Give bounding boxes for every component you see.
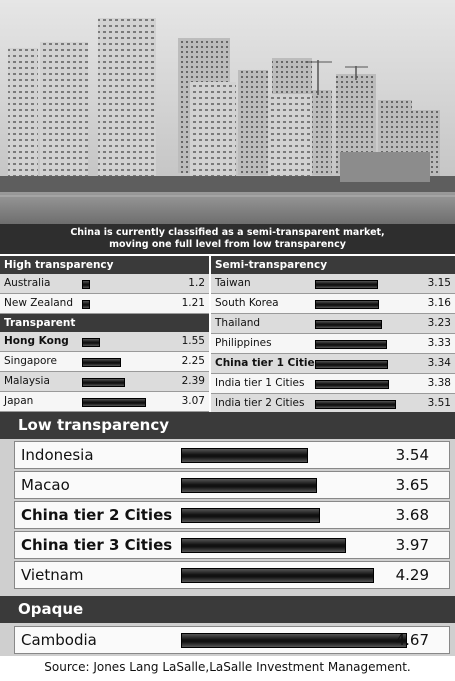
bar-value: 3.38 xyxy=(427,377,451,389)
bar-label: China tier 3 Cities xyxy=(21,536,173,554)
bar xyxy=(315,320,383,329)
bar xyxy=(315,300,379,309)
bar-label: Hong Kong xyxy=(4,335,69,347)
bar-row: India tier 1 Cities 3.38 xyxy=(211,374,455,394)
bar xyxy=(181,508,320,523)
bar-row: Indonesia 3.54 xyxy=(14,441,450,469)
bar xyxy=(315,400,396,409)
bar-row: Taiwan 3.15 xyxy=(211,274,455,294)
bar-value: 3.23 xyxy=(427,317,451,329)
section-header-semi-transparency: Semi-transparency xyxy=(211,256,455,274)
bar-row: Thailand 3.23 xyxy=(211,314,455,334)
section-header-transparent: Transparent xyxy=(0,314,209,332)
bar-value: 4.29 xyxy=(395,566,429,584)
bar-label: South Korea xyxy=(215,297,279,309)
bar-label: New Zealand xyxy=(4,297,73,309)
section-header-opaque: Opaque xyxy=(0,596,455,623)
bar-row: Vietnam 4.29 xyxy=(14,561,450,589)
bar-label: Australia xyxy=(4,277,51,289)
bar xyxy=(181,478,318,493)
bar-label: India tier 1 Cities xyxy=(215,377,305,389)
source-note: Source: Jones Lang LaSalle,LaSalle Inves… xyxy=(44,660,411,674)
bar-row: Australia 1.2 xyxy=(0,274,209,294)
bar-label: Vietnam xyxy=(21,566,84,584)
bar-value: 3.16 xyxy=(427,297,451,309)
city-skyline-photo xyxy=(0,0,455,224)
bar-value: 3.54 xyxy=(395,446,429,464)
bar-label: Cambodia xyxy=(21,631,97,649)
bar-label: Macao xyxy=(21,476,70,494)
bar xyxy=(181,568,374,583)
bar xyxy=(82,300,90,309)
bar-row: China tier 2 Cities 3.68 xyxy=(14,501,450,529)
bar-row: Japan 3.07 xyxy=(0,392,209,412)
bar-row: Cambodia 4.67 xyxy=(14,626,450,654)
bar-row: India tier 2 Cities 3.51 xyxy=(211,394,455,414)
bar-row: South Korea 3.16 xyxy=(211,294,455,314)
bar-label: Malaysia xyxy=(4,375,50,387)
bar-row: Philippines 3.33 xyxy=(211,334,455,354)
bar-row: China tier 1 Cities 3.34 xyxy=(211,354,455,374)
bar-value: 4.67 xyxy=(395,631,429,649)
caption-line-2: moving one full level from low transpare… xyxy=(109,239,346,250)
bar-label: China tier 2 Cities xyxy=(21,506,173,524)
bar-label: India tier 2 Cities xyxy=(215,397,305,409)
bar-value: 3.15 xyxy=(427,277,451,289)
bar-value: 3.07 xyxy=(181,395,205,407)
bar-label: Philippines xyxy=(215,337,272,349)
bar-value: 2.25 xyxy=(181,355,205,367)
bar xyxy=(181,448,308,463)
bar-value: 2.39 xyxy=(181,375,205,387)
section-header-high-transparency: High transparency xyxy=(0,256,209,274)
bar-value: 3.97 xyxy=(395,536,429,554)
bar xyxy=(181,538,346,553)
bar xyxy=(315,280,379,289)
bar-row: Macao 3.65 xyxy=(14,471,450,499)
bar xyxy=(82,378,126,387)
bar-value: 1.55 xyxy=(181,335,205,347)
bar xyxy=(315,340,387,349)
bar-value: 3.68 xyxy=(395,506,429,524)
bar-label: Thailand xyxy=(215,317,261,329)
bar xyxy=(82,338,100,347)
bar xyxy=(181,633,408,648)
bar-row: Singapore 2.25 xyxy=(0,352,209,372)
bar-label: China tier 1 Cities xyxy=(215,357,321,369)
section-header-low-transparency: Low transparency xyxy=(0,412,455,439)
bar-value: 3.33 xyxy=(427,337,451,349)
bar xyxy=(82,280,90,289)
bar-label: Indonesia xyxy=(21,446,94,464)
bar-label: Taiwan xyxy=(215,277,251,289)
large-panel: Low transparency Indonesia 3.54 Macao 3.… xyxy=(0,412,455,656)
bar xyxy=(82,358,121,367)
bar-value: 1.2 xyxy=(188,277,205,289)
bar-label: Singapore xyxy=(4,355,57,367)
caption-line-1: China is currently classified as a semi-… xyxy=(70,227,385,238)
bar-value: 1.21 xyxy=(181,297,205,309)
bar-row: China tier 3 Cities 3.97 xyxy=(14,531,450,559)
bar-label: Japan xyxy=(4,395,34,407)
bar-row: Hong Kong 1.55 xyxy=(0,332,209,352)
bar xyxy=(315,360,388,369)
bar-row: Malaysia 2.39 xyxy=(0,372,209,392)
bar-row: New Zealand 1.21 xyxy=(0,294,209,314)
caption-band: China is currently classified as a semi-… xyxy=(0,224,455,254)
bar xyxy=(315,380,390,389)
bar-value: 3.65 xyxy=(395,476,429,494)
bar-value: 3.34 xyxy=(427,357,451,369)
bar xyxy=(82,398,146,407)
bar-value: 3.51 xyxy=(427,397,451,409)
